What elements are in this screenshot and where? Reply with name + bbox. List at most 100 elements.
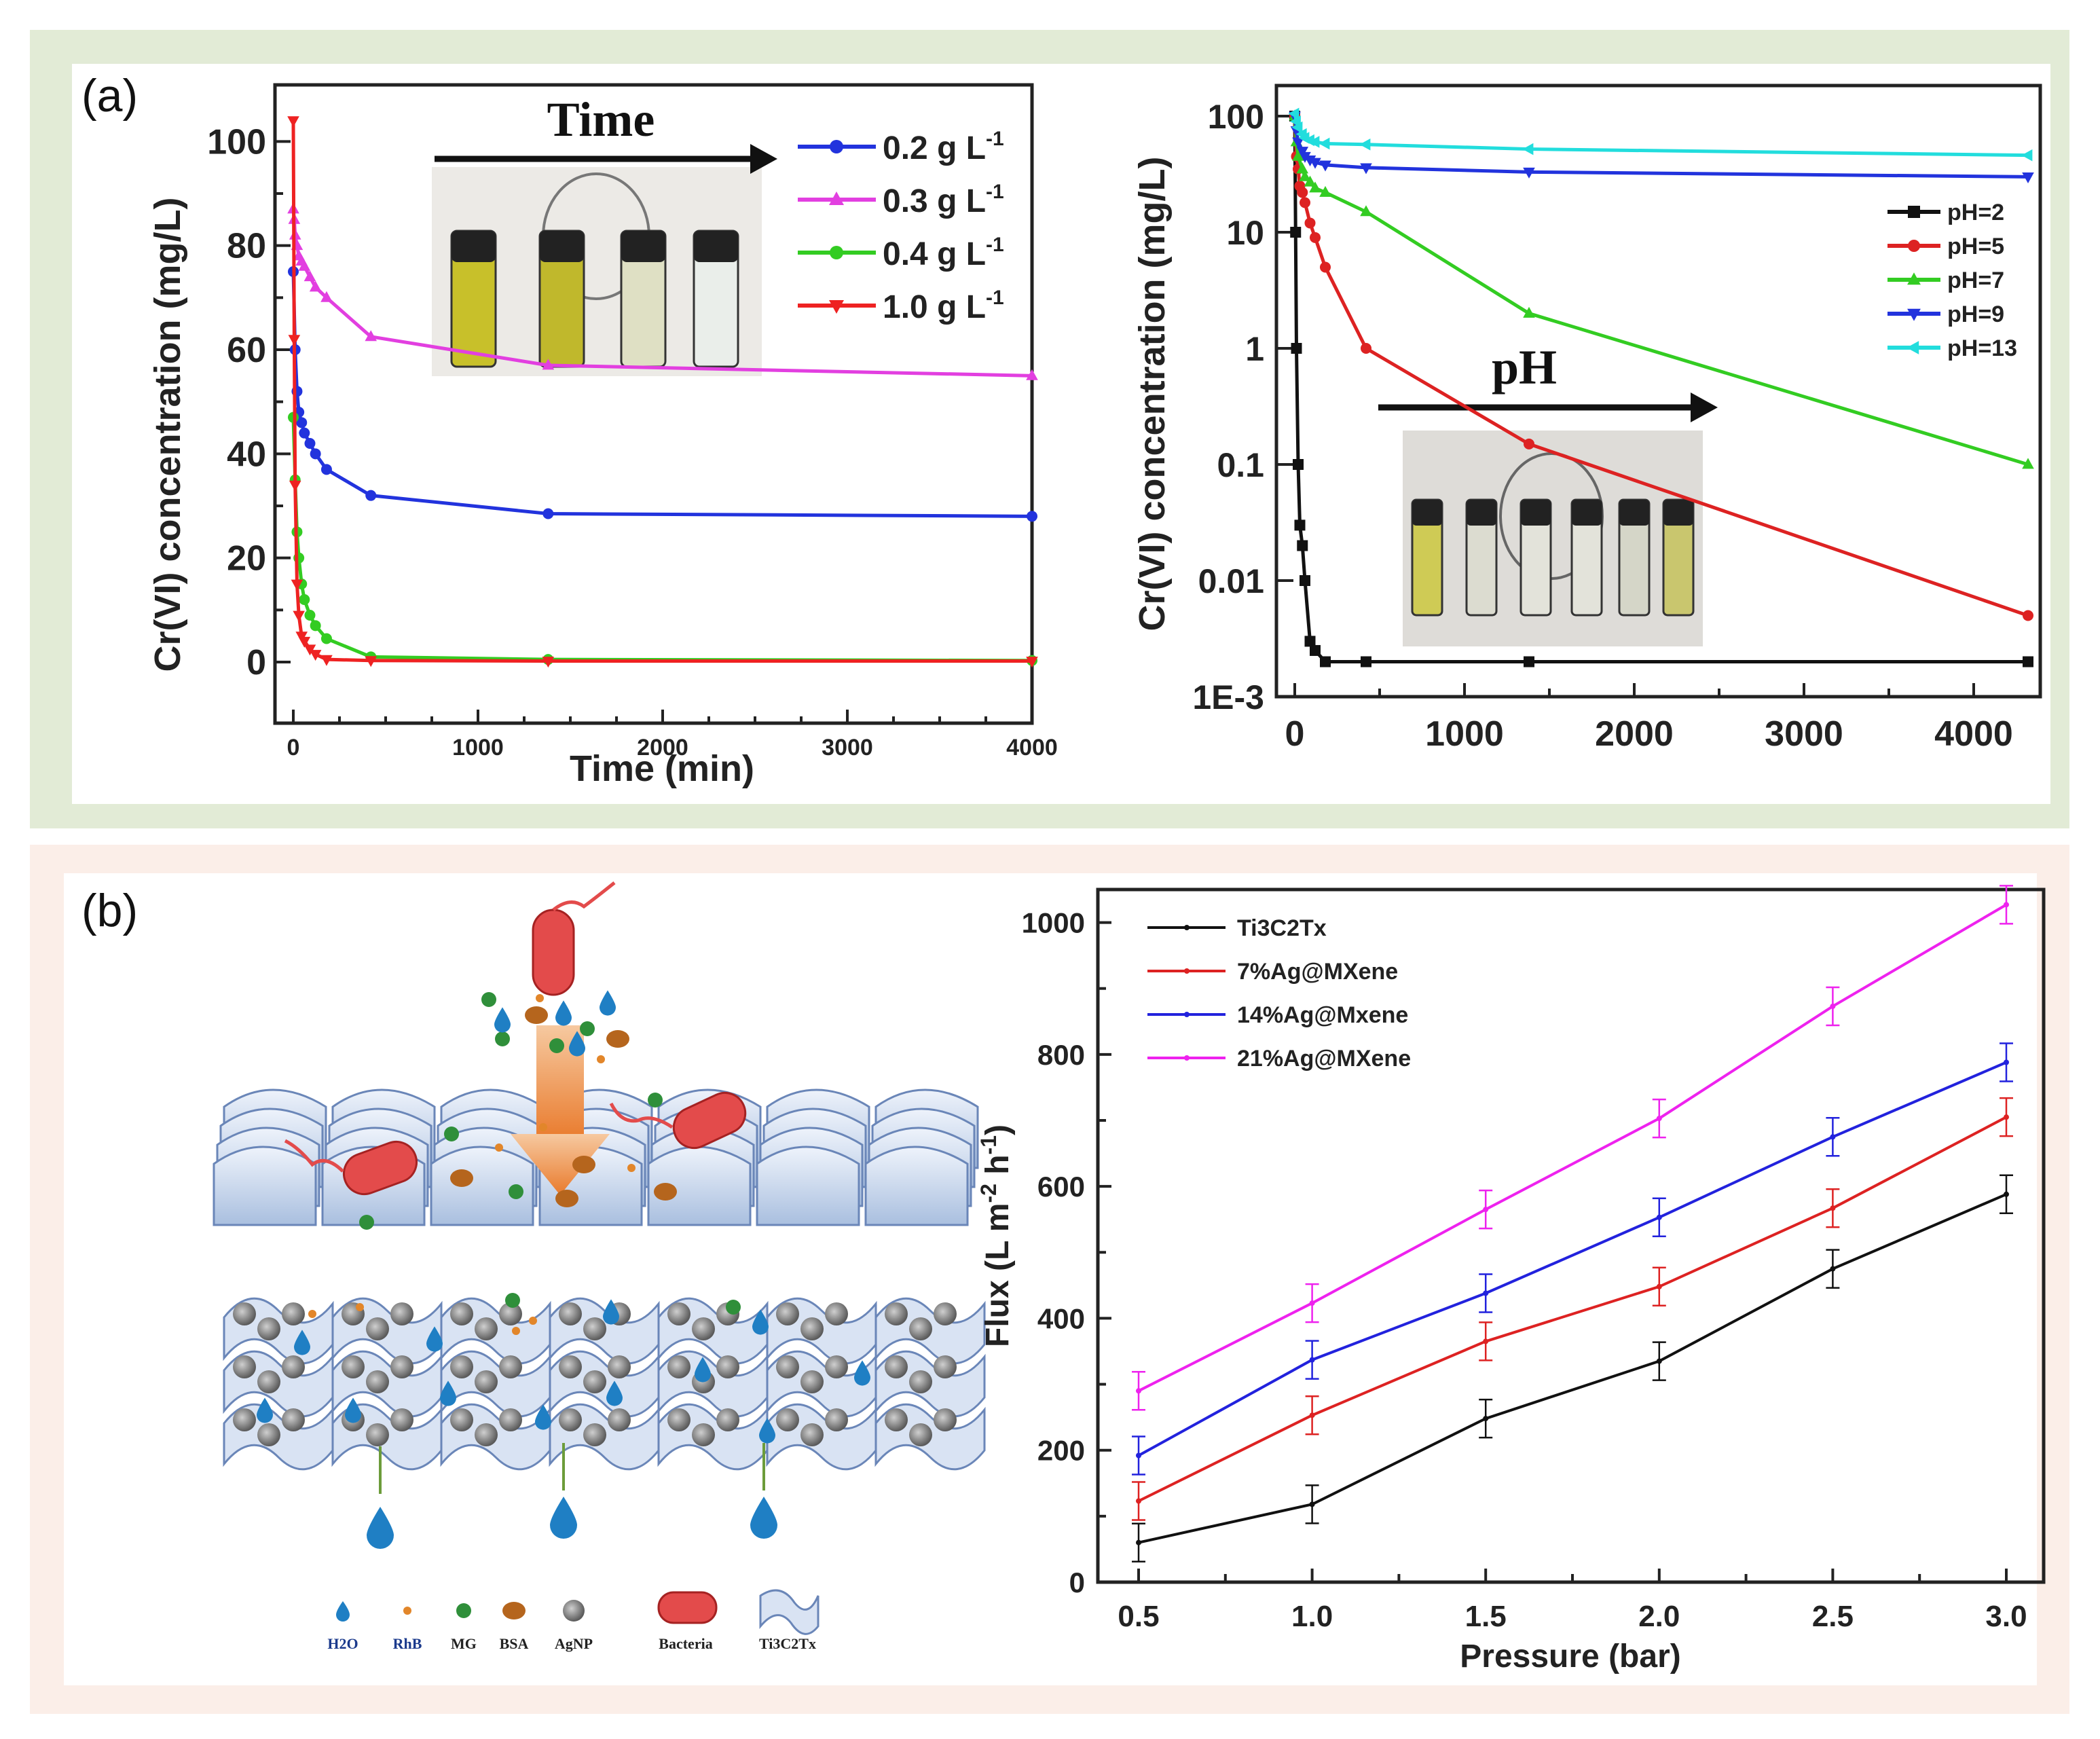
bsa-particle [555, 1190, 578, 1207]
data-point [1359, 138, 1371, 151]
agnp-particle [885, 1355, 908, 1378]
x-axis: 0.5 1.0 1.5 2.0 2.5 3.0 [1118, 1569, 2027, 1633]
agnp-particle [667, 1302, 690, 1325]
data-point [1320, 261, 1331, 273]
data-point [1483, 1290, 1489, 1296]
water-drop [606, 1380, 623, 1406]
mg-particle [580, 1021, 595, 1036]
legend-bacteria-icon [657, 1591, 718, 1624]
agnp-particle [716, 1355, 739, 1378]
vial-4-cap [694, 231, 738, 262]
legend-label: Ti3C2Tx [1237, 915, 1327, 941]
y-tick-label: 20 [227, 539, 266, 579]
legend-label: pH=7 [1947, 268, 2004, 293]
y-axis-label: Cr(VI) concentration (mg/L) [1132, 157, 1173, 631]
mg-particle [549, 1038, 564, 1053]
plot-frame [273, 83, 1034, 725]
data-point [1310, 232, 1321, 243]
ti3c2tx-sheet [430, 1146, 534, 1226]
legend-mg-icon [456, 1603, 471, 1618]
data-point [365, 490, 377, 501]
data-point [1524, 438, 1534, 450]
series-line [1138, 903, 2008, 1393]
legend: Ti3C2Tx 7%Ag@MXene 14%Ag@Mxene 21%Ag@MXene [1147, 915, 1411, 1072]
data-point [1292, 137, 1304, 149]
legend-agnp-icon [563, 1600, 585, 1622]
data-point [1136, 1498, 1141, 1504]
agnp-particle [366, 1370, 389, 1393]
data-point [1291, 121, 1303, 134]
data-point [365, 330, 377, 342]
legend-label: 1.0 g L-1 [883, 287, 1004, 325]
time-arrow-label: Time [547, 92, 655, 147]
x-tick-label: 2000 [637, 735, 688, 761]
rhb-particle [512, 1327, 520, 1335]
data-point [1296, 162, 1309, 174]
y-axis-label-text3: ) [980, 1124, 1016, 1135]
agnp-particle [233, 1408, 256, 1431]
data-point [1319, 160, 1331, 172]
x-tick-label: 1.0 [1291, 1600, 1333, 1633]
series-line [1138, 1061, 2007, 1457]
y-axis-label: Cr(VI) concentration (mg/L) [147, 198, 188, 672]
rhb-particle [627, 1164, 635, 1172]
agnp-particle [692, 1423, 715, 1446]
mg-particle [444, 1127, 459, 1141]
legend-label-sup: -1 [986, 181, 1004, 203]
data-point [1830, 1003, 1836, 1009]
data-point [1319, 137, 1330, 150]
ph-arrow-head [1691, 392, 1718, 422]
series-line [1138, 1116, 2007, 1503]
data-point [1299, 170, 1311, 181]
legend: pH=2 pH=5 pH=7 pH=9 pH=13 [1887, 200, 2017, 361]
data-point [1136, 1388, 1141, 1394]
legend-rhb-icon [403, 1607, 411, 1615]
legend-marker [1184, 968, 1190, 974]
legend-label: 0.3 g L-1 [883, 181, 1004, 219]
y-tick-label: 400 [1037, 1302, 1085, 1334]
bacterium-right [609, 1091, 747, 1150]
agnp-particle [499, 1302, 522, 1325]
data-point [1299, 151, 1311, 163]
water-drop [535, 1404, 551, 1430]
agnp-particle [475, 1423, 498, 1446]
x-tick-label: 2.5 [1812, 1600, 1854, 1633]
legend-label: AgNP [555, 1635, 593, 1652]
y-tick-label: 1000 [1022, 907, 1085, 939]
data-point [1288, 107, 1300, 120]
x-tick-label: 1.5 [1465, 1600, 1507, 1633]
water-drop [695, 1357, 711, 1383]
y-tick-label: 1 [1245, 330, 1264, 368]
y-tick-label: 1E-3 [1192, 678, 1264, 716]
x-tick-label: 0.5 [1118, 1600, 1159, 1633]
x-axis: 0 1000 2000 3000 4000 [287, 710, 1058, 761]
agnp-particle [390, 1408, 413, 1431]
plot-frame [1096, 887, 2046, 1584]
legend-label: pH=5 [1947, 234, 2004, 259]
panel-a-label: (a) [81, 70, 139, 122]
agnp-particle [450, 1355, 473, 1378]
y-axis: 1E-3 0.01 0.1 1 10 100 [1192, 98, 1293, 716]
data-point [542, 657, 555, 668]
agnp-particle [366, 1317, 389, 1340]
data-point [1656, 1283, 1662, 1289]
legend-marker [1908, 240, 1920, 252]
agnp-particle [667, 1408, 690, 1431]
series-line [291, 271, 1033, 518]
vial-2-cap [1467, 500, 1496, 526]
data-point [2023, 656, 2033, 667]
bacterium-top [532, 881, 616, 996]
series-group [287, 116, 1038, 668]
data-point [1361, 656, 1371, 667]
vial-1-cap [452, 231, 496, 262]
ph-arrow-label: pH [1492, 340, 1557, 395]
y-axis-label-sup1: -2 [976, 1184, 1001, 1203]
legend-marker [829, 191, 844, 205]
water-drop [854, 1360, 870, 1386]
data-point [1026, 369, 1038, 380]
water-drop [367, 1507, 394, 1549]
agnp-particle [716, 1408, 739, 1431]
agnp-particle [825, 1355, 848, 1378]
series-line [1138, 1192, 2007, 1544]
bsa-particle [450, 1169, 473, 1187]
